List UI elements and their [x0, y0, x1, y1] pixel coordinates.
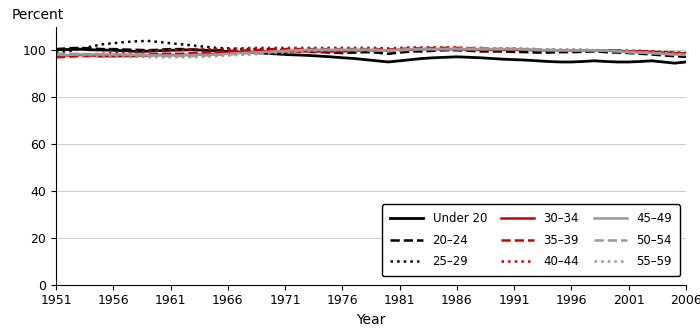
X-axis label: Year: Year: [356, 313, 386, 327]
Legend: Under 20, 20–24, 25–29, 30–34, 35–39, 40–44, 45–49, 50–54, 55–59: Under 20, 20–24, 25–29, 30–34, 35–39, 40…: [382, 204, 680, 276]
Text: Percent: Percent: [12, 8, 64, 22]
